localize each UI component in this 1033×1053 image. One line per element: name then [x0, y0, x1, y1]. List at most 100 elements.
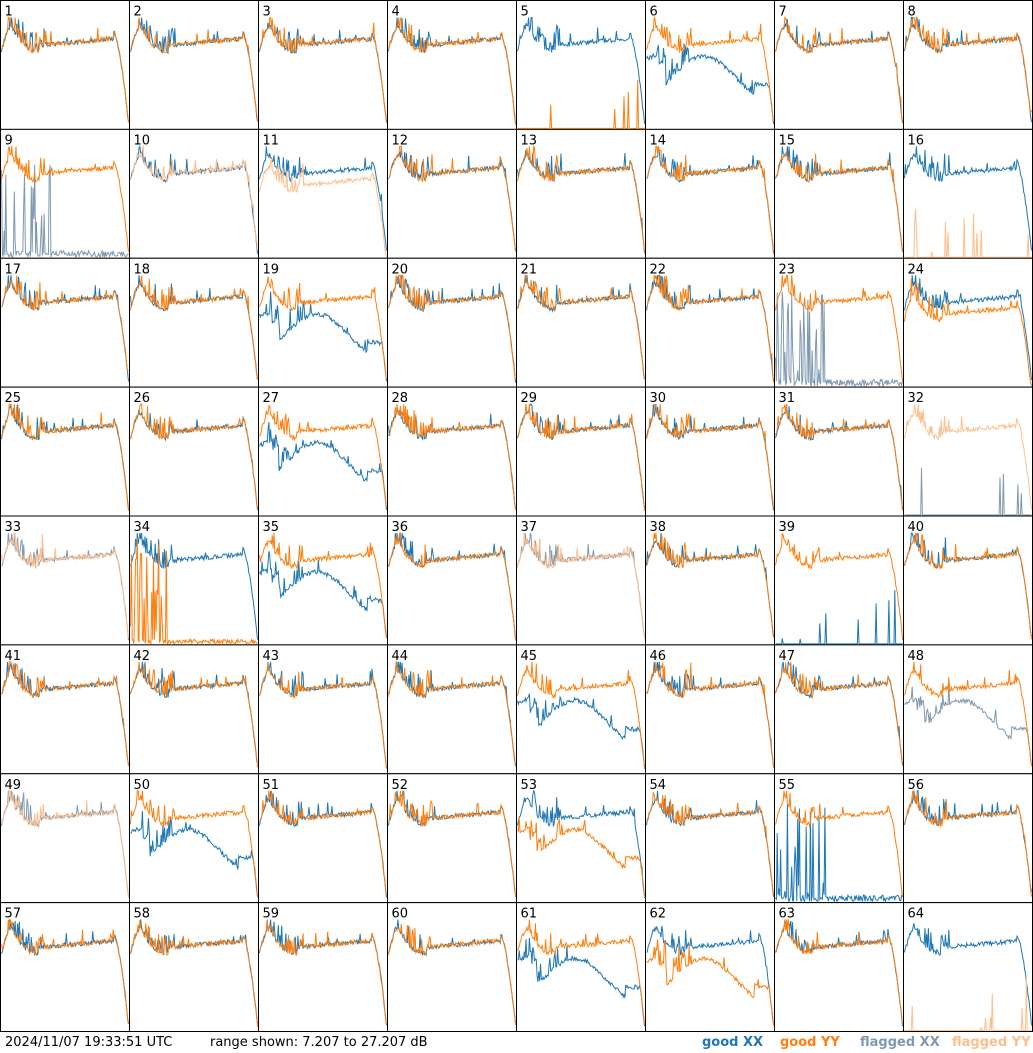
panel-label: 42: [134, 649, 151, 664]
panel-label: 25: [5, 391, 22, 406]
series-xx: [1, 919, 129, 1024]
panel-label: 56: [908, 778, 925, 793]
series-xx: [904, 467, 1032, 516]
panel-44: 44: [387, 644, 517, 775]
series-yy: [775, 274, 903, 382]
panel-frame: [0, 515, 130, 646]
panel-frame: [129, 773, 259, 904]
panel-30: 30: [645, 386, 775, 517]
panel-label: 30: [650, 391, 667, 406]
panel-label: 21: [521, 262, 538, 277]
panel-frame: [0, 0, 130, 130]
panel-4: 4: [387, 0, 517, 130]
series-yy: [1, 15, 129, 123]
series-yy: [517, 532, 645, 639]
panel-label: 17: [5, 262, 22, 277]
series-yy: [388, 404, 516, 510]
panel-frame: [258, 515, 388, 646]
series-yy: [259, 790, 387, 895]
panel-26: 26: [129, 386, 259, 517]
panel-frame: [387, 0, 517, 130]
series-yy: [517, 817, 645, 899]
panel-label: 28: [392, 391, 409, 406]
panel-label: 52: [392, 778, 409, 793]
series-xx: [517, 937, 645, 1027]
panel-14: 14: [645, 128, 775, 259]
panel-47: 47: [774, 644, 904, 775]
panel-frame: [645, 902, 775, 1032]
panel-59: 59: [258, 902, 388, 1032]
series-yy: [388, 532, 516, 641]
panel-22: 22: [645, 257, 775, 388]
panel-label: 45: [521, 649, 538, 664]
series-yy: [646, 939, 774, 1026]
panel-frame: [516, 257, 646, 388]
panel-21: 21: [516, 257, 646, 388]
panel-frame: [774, 644, 904, 775]
panel-32: 32: [903, 386, 1033, 517]
panel-frame: [774, 902, 904, 1032]
series-xx: [646, 925, 774, 1024]
panel-25: 25: [0, 386, 130, 517]
series-yy: [1, 790, 129, 898]
series-xx: [517, 403, 645, 509]
series-xx: [646, 43, 774, 125]
panel-45: 45: [516, 644, 646, 775]
panel-frame: [258, 773, 388, 904]
series-xx: [388, 789, 516, 895]
series-yy: [1, 403, 129, 511]
series-xx: [517, 693, 645, 768]
series-xx: [517, 17, 645, 124]
panel-label: 39: [779, 520, 796, 535]
panel-label: 55: [779, 778, 796, 793]
series-xx: [775, 590, 903, 645]
panel-frame: [387, 128, 517, 259]
panel-62: 62: [645, 902, 775, 1032]
panel-frame: [903, 644, 1033, 775]
panel-label: 24: [908, 262, 925, 277]
series-yy: [259, 532, 387, 638]
panel-label: 19: [263, 262, 280, 277]
series-yy: [259, 157, 387, 258]
panel-20: 20: [387, 257, 517, 388]
series-yy: [259, 16, 387, 122]
panel-36: 36: [387, 515, 517, 646]
panel-label: 26: [134, 391, 151, 406]
panel-60: 60: [387, 902, 517, 1032]
series-yy: [259, 662, 387, 769]
series-xx: [130, 532, 258, 640]
panel-label: 22: [650, 262, 667, 277]
legend-good-xx: good XX: [702, 1035, 764, 1050]
panel-frame: [903, 515, 1033, 646]
series-yy: [130, 919, 258, 1028]
series-xx: [130, 275, 258, 380]
panel-41: 41: [0, 644, 130, 775]
series-yy: [904, 977, 1032, 1031]
series-yy: [517, 404, 645, 511]
series-xx: [259, 422, 387, 511]
panel-label: 4: [392, 5, 400, 20]
panel-label: 3: [263, 5, 271, 20]
panel-label: 18: [134, 262, 151, 277]
panel-23: 23: [774, 257, 904, 388]
series-yy: [646, 145, 774, 253]
panel-55: 55: [774, 773, 904, 904]
series-yy: [130, 17, 258, 122]
panel-label: 16: [908, 133, 925, 148]
series-yy: [646, 532, 774, 638]
panel-46: 46: [645, 644, 775, 775]
panel-28: 28: [387, 386, 517, 517]
panel-label: 5: [521, 5, 529, 20]
panel-frame: [387, 515, 517, 646]
panel-frame: [903, 128, 1033, 259]
panel-38: 38: [645, 515, 775, 646]
panel-frame: [258, 902, 388, 1032]
panel-frame: [903, 773, 1033, 904]
panel-frame: [774, 0, 904, 130]
panel-label: 29: [521, 391, 538, 406]
series-yy: [130, 144, 258, 251]
panel-3: 3: [258, 0, 388, 130]
panel-8: 8: [903, 0, 1033, 130]
panel-label: 44: [392, 649, 409, 664]
